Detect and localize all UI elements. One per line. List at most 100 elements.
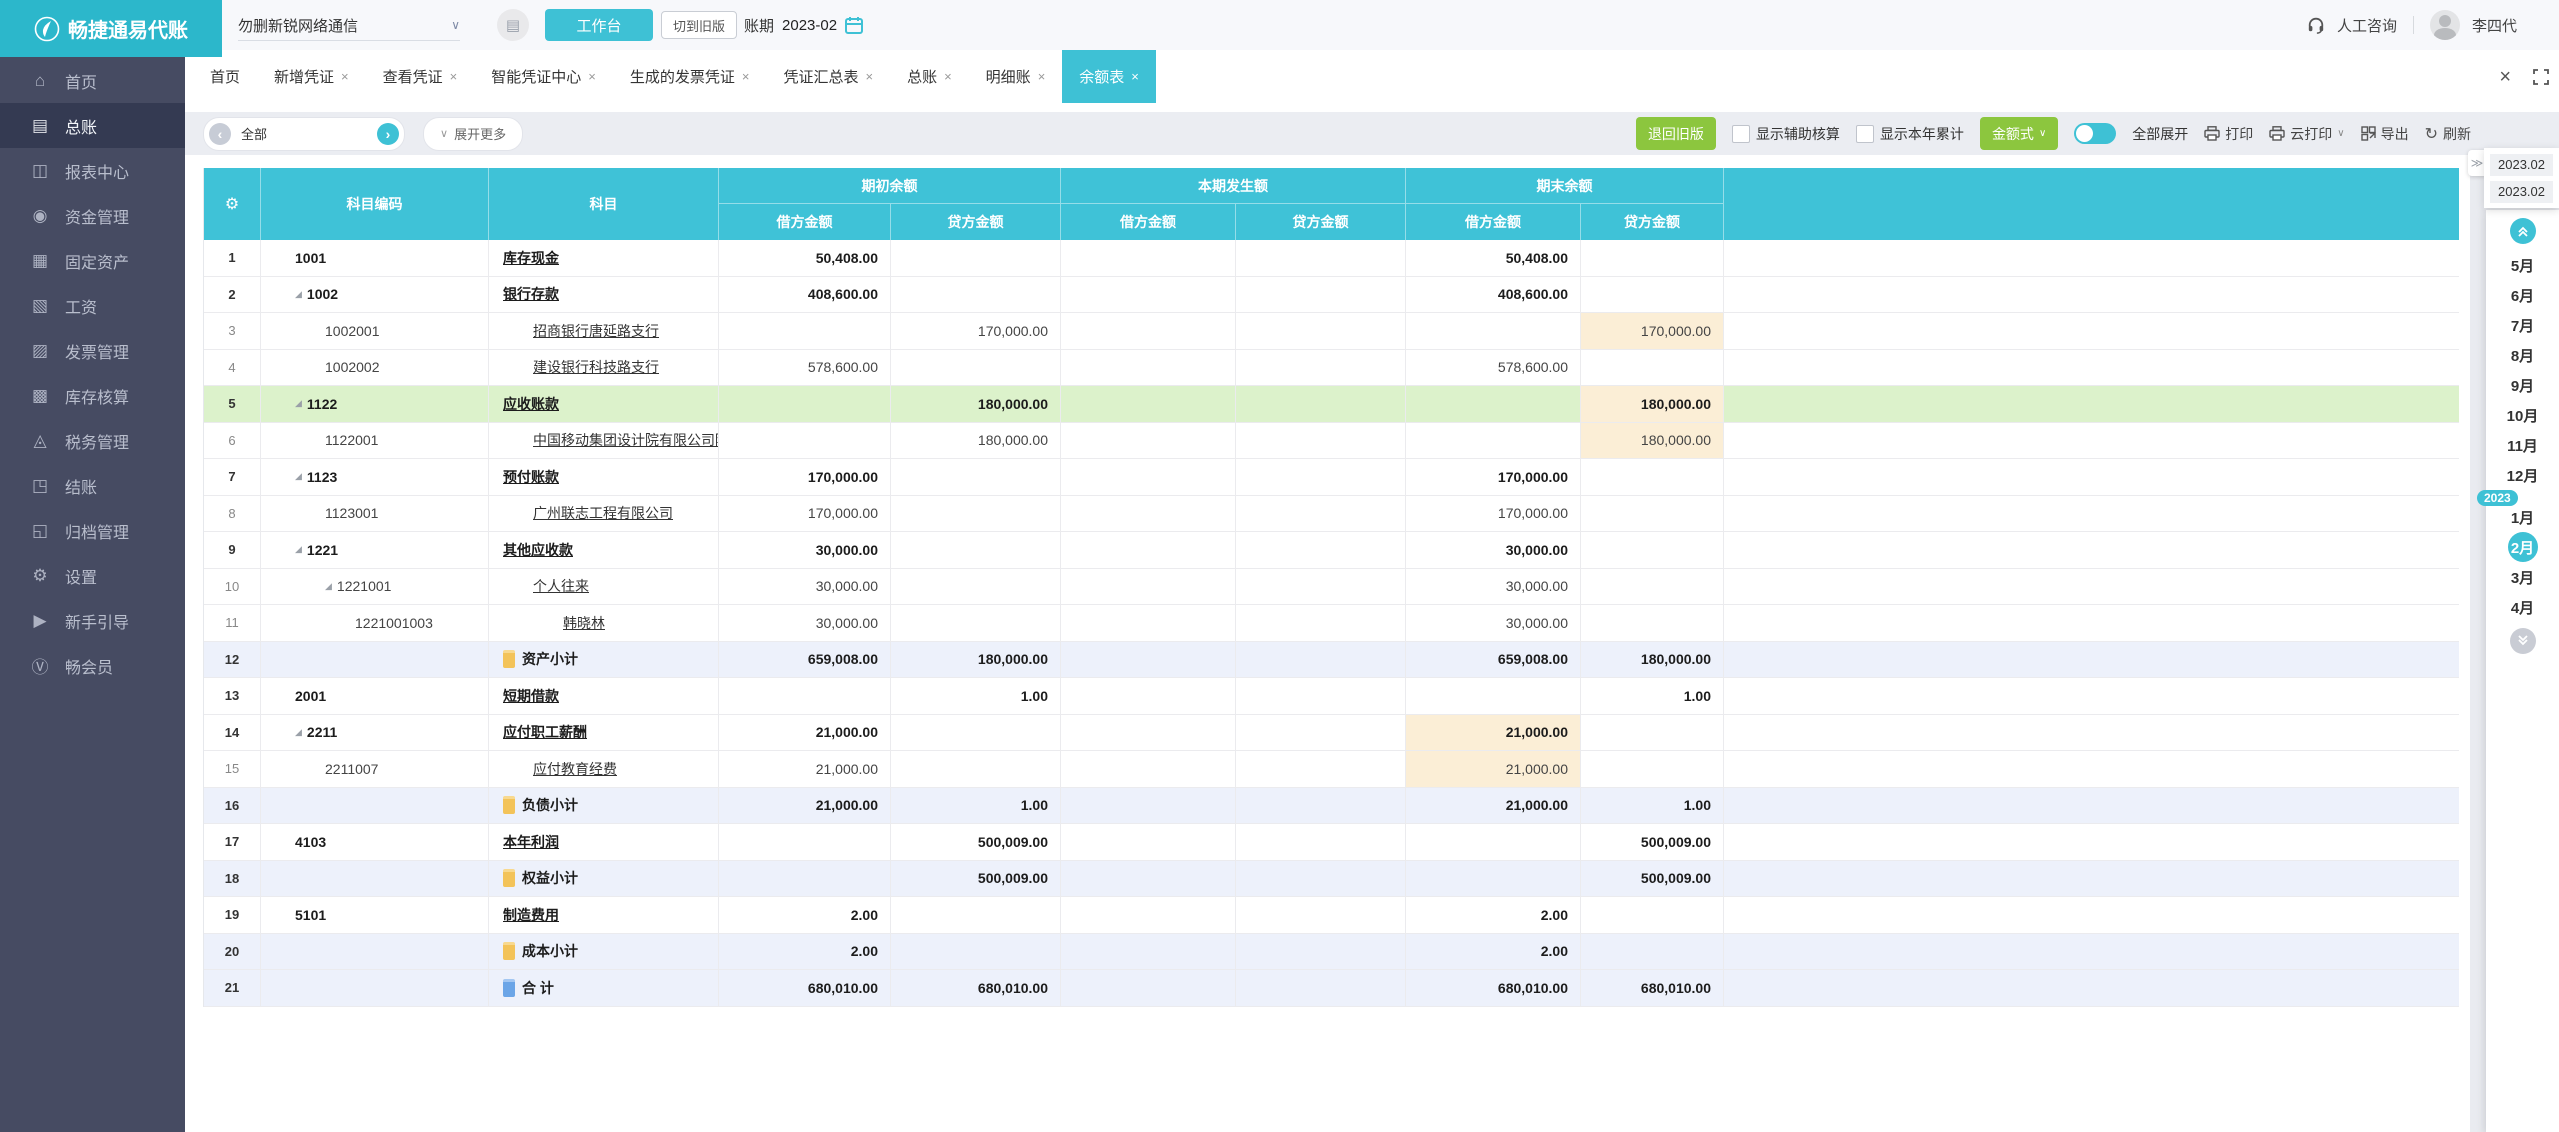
table-row[interactable]: 3 1002001 招商银行唐延路支行 170,000.00 170,000.00 (204, 313, 2459, 350)
tab-close-icon[interactable]: × (865, 69, 874, 84)
table-row[interactable]: 1 1001 库存现金 50,408.00 50,408.00 (204, 240, 2459, 277)
sidebar-item-报表中心[interactable]: ◫ 报表中心 (0, 148, 185, 193)
table-row[interactable]: 21 合 计 680,010.00 680,010.00 680,010.00 680,0… (204, 970, 2459, 1007)
month-item-8月[interactable]: 8月 (2486, 340, 2559, 370)
expand-more-button[interactable]: ∨ 展开更多 (423, 116, 524, 151)
workbench-button[interactable]: 工作台 (545, 9, 653, 41)
close-all-tabs-icon[interactable]: × (2499, 65, 2511, 88)
account-name-link[interactable]: 广州联志工程有限公司 (533, 505, 673, 522)
tab-2[interactable]: 查看凭证 × (366, 50, 475, 103)
refresh-button[interactable]: ↻ 刷新 (2424, 125, 2471, 143)
sidebar-item-固定资产[interactable]: ▦ 固定资产 (0, 238, 185, 283)
account-name-link[interactable]: 其他应收款 (503, 541, 573, 558)
month-item-12月[interactable]: 12月 (2486, 460, 2559, 490)
subject-range-select[interactable]: ‹ 全部 › (203, 116, 405, 151)
org-badge-icon[interactable]: ▤ (497, 9, 529, 41)
month-item-7月[interactable]: 7月 (2486, 310, 2559, 340)
month-item-1月[interactable]: 1月 (2486, 502, 2559, 532)
sidebar-item-总账[interactable]: ▤ 总账 (0, 103, 185, 148)
sidebar-item-资金管理[interactable]: ◉ 资金管理 (0, 193, 185, 238)
tab-close-icon[interactable]: × (449, 69, 458, 84)
account-name-link[interactable]: 预付账款 (503, 468, 559, 485)
table-row[interactable]: 16 负债小计 21,000.00 1.00 21,000.00 1.00 (204, 787, 2459, 824)
sidebar-item-新手引导[interactable]: ▶ 新手引导 (0, 598, 185, 643)
month-item-11月[interactable]: 11月 (2486, 430, 2559, 460)
username[interactable]: 李四代 (2471, 17, 2517, 35)
month-item-10月[interactable]: 10月 (2486, 400, 2559, 430)
month-item-4月[interactable]: 4月 (2486, 592, 2559, 622)
chevron-left-icon[interactable]: ‹ (209, 122, 231, 145)
switch-old-version-button[interactable]: 切到旧版 (661, 11, 737, 39)
table-row[interactable]: 8 1123001 广州联志工程有限公司 170,000.00 170,000.00 (204, 495, 2459, 532)
sidebar-item-税务管理[interactable]: ◬ 税务管理 (0, 418, 185, 463)
scroll-months-down-icon[interactable] (2509, 628, 2536, 654)
account-name-link[interactable]: 库存现金 (503, 249, 559, 266)
period-value[interactable]: 2023-02 (782, 16, 838, 34)
tab-close-icon[interactable]: × (1037, 69, 1046, 84)
account-name-link[interactable]: 制造费用 (503, 906, 559, 923)
expand-triangle-icon[interactable]: ◢ (295, 288, 302, 299)
calendar-icon[interactable] (845, 16, 864, 34)
tab-close-icon[interactable]: × (588, 69, 596, 84)
month-item-2月[interactable]: 2月 (2486, 532, 2559, 562)
scroll-months-up-icon[interactable] (2509, 218, 2536, 244)
avatar[interactable] (2429, 10, 2460, 40)
sidebar-item-结账[interactable]: ◳ 结账 (0, 463, 185, 508)
sidebar-item-设置[interactable]: ⚙ 设置 (0, 553, 185, 598)
table-row[interactable]: 20 成本小计 2.00 2.00 (204, 933, 2459, 970)
company-select[interactable]: 勿删新锐网络通信 ∨ (238, 10, 460, 41)
period-to-input[interactable]: 2023.02 (2490, 180, 2553, 203)
account-name-link[interactable]: 建设银行科技路支行 (533, 359, 659, 376)
month-item-9月[interactable]: 9月 (2486, 370, 2559, 400)
checkbox-icon[interactable] (1731, 124, 1750, 143)
chevron-right-icon[interactable]: › (377, 122, 399, 145)
table-row[interactable]: 10 ◢ 1221001 个人往来 30,000.00 30,000.00 (204, 568, 2459, 605)
table-row[interactable]: 5 ◢ 1122 应收账款 180,000.00 180,000.00 (204, 386, 2459, 423)
month-item-3月[interactable]: 3月 (2486, 562, 2559, 592)
expand-all-toggle[interactable] (2074, 123, 2117, 144)
account-name-link[interactable]: 韩晓林 (563, 614, 605, 631)
tab-close-icon[interactable]: × (1131, 69, 1139, 84)
account-name-link[interactable]: 应付职工薪酬 (503, 724, 587, 741)
table-row[interactable]: 12 资产小计 659,008.00 180,000.00 659,008.00 180,… (204, 641, 2459, 678)
table-row[interactable]: 15 2211007 应付教育经费 21,000.00 21,000.00 (204, 751, 2459, 788)
checkbox-icon[interactable] (1855, 124, 1874, 143)
tab-close-icon[interactable]: × (741, 69, 750, 84)
expand-triangle-icon[interactable]: ◢ (295, 544, 302, 555)
sidebar-item-库存核算[interactable]: ▩ 库存核算 (0, 373, 185, 418)
table-row[interactable]: 6 1122001 中国移动集团设计院有限公司陕 180,000.00 180,000.… (204, 422, 2459, 459)
expand-triangle-icon[interactable]: ◢ (295, 726, 302, 737)
account-name-link[interactable]: 招商银行唐延路支行 (533, 322, 659, 339)
account-name-link[interactable]: 银行存款 (503, 286, 559, 303)
show-ytd-checkbox[interactable]: 显示本年累计 (1855, 124, 1964, 144)
account-name-link[interactable]: 本年利润 (503, 833, 559, 850)
tab-8[interactable]: 余额表 × (1062, 50, 1156, 103)
table-row[interactable]: 11 1221001003 韩晓林 30,000.00 30,000.00 (204, 605, 2459, 642)
expand-triangle-icon[interactable]: ◢ (295, 471, 302, 482)
sidebar-item-首页[interactable]: ⌂ 首页 (0, 58, 185, 103)
table-row[interactable]: 17 4103 本年利润 500,009.00 500,009.00 (204, 824, 2459, 861)
table-row[interactable]: 7 ◢ 1123 预付账款 170,000.00 170,000.00 (204, 459, 2459, 496)
amount-style-button[interactable]: 金额式 ∨ (1979, 117, 2059, 150)
table-row[interactable]: 4 1002002 建设银行科技路支行 578,600.00 578,600.00 (204, 349, 2459, 386)
month-item-6月[interactable]: 6月 (2486, 280, 2559, 310)
collapse-panel-arrow-icon[interactable]: ≫ (2468, 150, 2486, 176)
column-settings-gear-icon[interactable]: ⚙ (204, 168, 261, 240)
month-item-5月[interactable]: 5月 (2486, 250, 2559, 280)
show-aux-checkbox[interactable]: 显示辅助核算 (1731, 124, 1840, 144)
fullscreen-icon[interactable] (2533, 68, 2549, 85)
back-to-old-button[interactable]: 退回旧版 (1635, 117, 1716, 150)
tab-close-icon[interactable]: × (944, 69, 952, 84)
table-row[interactable]: 9 ◢ 1221 其他应收款 30,000.00 30,000.00 (204, 532, 2459, 569)
account-name-link[interactable]: 应付教育经费 (533, 760, 617, 777)
account-name-link[interactable]: 短期借款 (503, 687, 559, 704)
account-name-link[interactable]: 应收账款 (503, 395, 559, 412)
account-name-link[interactable]: 个人往来 (533, 578, 589, 595)
expand-triangle-icon[interactable]: ◢ (295, 398, 302, 409)
tab-7[interactable]: 明细账 × (969, 50, 1063, 103)
table-row[interactable]: 18 权益小计 500,009.00 500,009.00 (204, 860, 2459, 897)
tab-0[interactable]: 首页 (193, 50, 257, 103)
tab-5[interactable]: 凭证汇总表 × (766, 50, 890, 103)
tab-4[interactable]: 生成的发票凭证 × (613, 50, 767, 103)
cloud-print-button[interactable]: 云打印 ∨ (2269, 124, 2345, 144)
